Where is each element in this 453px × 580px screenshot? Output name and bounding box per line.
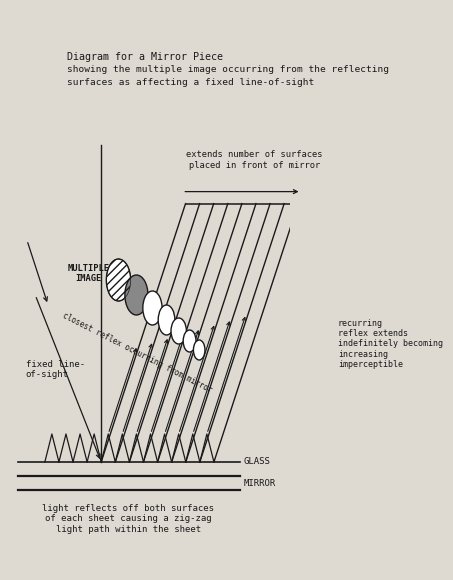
- Text: surfaces as affecting a fixed line-of-sight: surfaces as affecting a fixed line-of-si…: [67, 78, 314, 87]
- Text: extends number of surfaces
placed in front of mirror: extends number of surfaces placed in fro…: [187, 150, 323, 169]
- Ellipse shape: [143, 291, 162, 325]
- Text: light reflects off both surfaces
of each sheet causing a zig-zag
light path with: light reflects off both surfaces of each…: [42, 504, 214, 534]
- Ellipse shape: [158, 305, 175, 335]
- Ellipse shape: [106, 259, 130, 301]
- Text: showing the multiple image occurring from the reflecting: showing the multiple image occurring fro…: [67, 65, 389, 74]
- Ellipse shape: [193, 340, 205, 360]
- Text: MIRROR: MIRROR: [243, 478, 275, 488]
- Text: MULTIPLE
IMAGE: MULTIPLE IMAGE: [67, 264, 109, 284]
- Ellipse shape: [183, 330, 196, 352]
- Text: closest reflex occurring from mirror: closest reflex occurring from mirror: [61, 311, 213, 394]
- Text: fixed line-
of-sight: fixed line- of-sight: [26, 360, 85, 379]
- Ellipse shape: [125, 275, 148, 315]
- Ellipse shape: [171, 318, 186, 344]
- Text: Diagram for a Mirror Piece: Diagram for a Mirror Piece: [67, 52, 223, 62]
- Text: recurring
reflex extends
indefinitely becoming
increasing
imperceptible: recurring reflex extends indefinitely be…: [338, 318, 443, 369]
- Text: GLASS: GLASS: [243, 458, 270, 466]
